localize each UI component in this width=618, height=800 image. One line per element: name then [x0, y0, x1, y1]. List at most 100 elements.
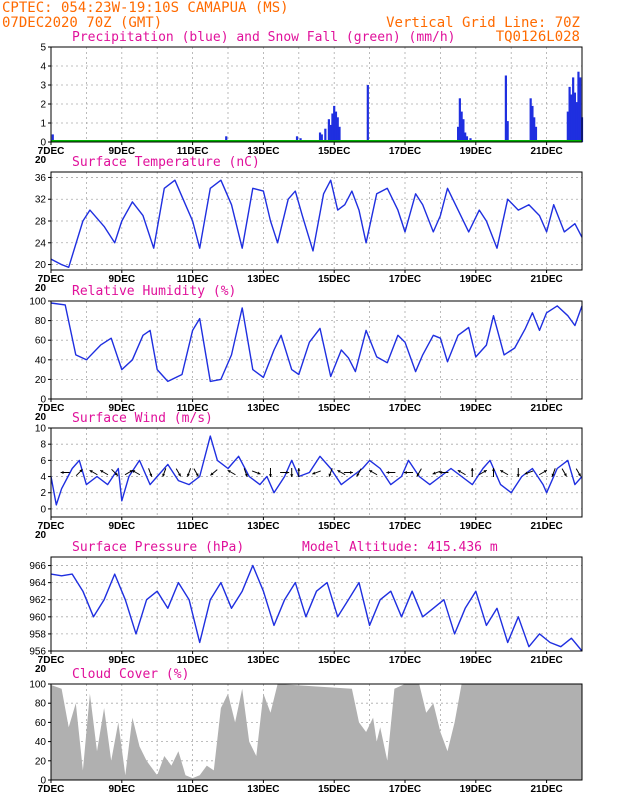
wind-arrow — [478, 469, 488, 476]
wind-arrow-head — [578, 473, 581, 477]
wind-arrow — [551, 468, 556, 477]
wind-arrow-head — [149, 473, 153, 477]
y-tick-label: 4 — [40, 472, 46, 483]
wind-arrow-head — [79, 469, 83, 473]
wind-arrow — [516, 468, 520, 477]
y-tick-label: 60 — [35, 718, 47, 729]
precip-bar — [51, 134, 54, 142]
x-tick-label: 7DEC — [38, 655, 65, 666]
precip-bar — [465, 136, 469, 142]
precip-bar — [457, 126, 460, 142]
panel-annotation: Model Altitude: 415.436 m — [302, 540, 498, 555]
wind-arrow-head — [286, 471, 290, 474]
wind-arrow — [457, 469, 466, 476]
y-tick-label: 0 — [40, 395, 46, 406]
wind-arrow — [328, 468, 333, 477]
x-tick-label: 15DEC — [318, 784, 350, 795]
wind-arrow-head — [162, 473, 166, 477]
panel-0: 0 1 2 3 4 5 7DEC 9DEC 11DEC 13DEC 15DEC 17DEC 19DEC 2… — [35, 30, 584, 166]
y-tick-label: 958 — [29, 629, 46, 640]
wind-arrow — [75, 468, 83, 477]
header-run-date: 07DEC2020 70Z (GMT) — [2, 15, 162, 31]
wind-arrow-head — [195, 473, 199, 477]
precip-bar — [320, 134, 323, 142]
x-tick-label: 7DEC — [38, 146, 65, 157]
precip-bar — [295, 136, 299, 142]
x-tick-label: 15DEC — [318, 521, 350, 532]
wind-arrow — [148, 468, 153, 477]
panel-4: 956 958 960 962 964 966 7DEC 9DEC 11DEC 13DEC 15DE… — [29, 540, 583, 675]
y-tick-label: 100 — [29, 297, 46, 308]
wind-arrow — [356, 468, 362, 477]
x-tick-label: 13DEC — [247, 521, 279, 532]
y-tick-label: 960 — [29, 612, 46, 623]
x-tick-label: 9DEC — [108, 274, 135, 285]
precip-bar — [329, 124, 332, 142]
x-tick-label: 19DEC — [460, 655, 492, 666]
x-tick-label: 17DEC — [389, 521, 421, 532]
x-tick-label: 15DEC — [318, 655, 350, 666]
wind-arrow-head — [297, 468, 301, 471]
precip-bar — [566, 111, 569, 142]
wind-arrow-head — [129, 470, 133, 473]
y-tick-label: 24 — [35, 238, 47, 249]
y-tick-label: 3 — [40, 81, 46, 92]
panel-5: 0 20 40 60 80 100 7DEC 9DEC 11DEC 13DEC 15DEC 17DEC… — [29, 667, 583, 795]
precip-bar — [458, 98, 461, 142]
precip-bar — [533, 117, 536, 142]
y-tick-label: 956 — [29, 647, 46, 658]
wind-arrow — [290, 468, 294, 477]
wind-arrow — [499, 469, 509, 476]
wind-arrow — [524, 470, 534, 475]
precip-bar — [570, 94, 573, 142]
y-tick-label: 20 — [35, 375, 47, 386]
y-tick-label: 40 — [35, 737, 47, 748]
x-tick-label: 13DEC — [247, 403, 279, 414]
wind-arrow — [416, 468, 422, 477]
wind-arrow-head — [290, 474, 294, 477]
wind-arrow — [404, 471, 414, 474]
wind-arrow — [99, 469, 109, 476]
y-tick-label: 962 — [29, 595, 46, 606]
wind-arrow — [297, 468, 301, 477]
x-tick-label: 13DEC — [247, 784, 279, 795]
wind-arrow-head — [386, 471, 390, 474]
wind-arrow-head — [268, 474, 272, 477]
wind-arrow-head — [312, 471, 316, 475]
wind-arrow-head — [369, 470, 373, 473]
y-tick-label: 60 — [35, 336, 47, 347]
x-tick-label: 9DEC — [108, 146, 135, 157]
panel-3: 0 2 4 6 8 10 7DEC 9DEC 11DEC 13DEC 15DEC 17DEC 19DEC… — [35, 411, 583, 541]
panel-title: Surface Wind (m/s) — [72, 411, 213, 426]
wind-arrow — [312, 470, 321, 475]
x-tick-label: 15DEC — [318, 274, 350, 285]
wind-arrow-head — [524, 471, 528, 475]
y-tick-label: 5 — [40, 43, 46, 54]
wind-arrow — [575, 468, 582, 477]
panel-frame — [50, 300, 583, 400]
y-tick-label: 36 — [35, 173, 47, 184]
wind-arrow — [131, 469, 141, 476]
y-tick-label: 80 — [35, 316, 47, 327]
precip-bar — [531, 105, 534, 142]
precip-bar — [460, 111, 463, 142]
wind-arrow-head — [457, 470, 461, 473]
panel-title: Relative Humidity (%) — [72, 284, 236, 299]
precip-bar — [324, 128, 327, 142]
wind-arrow — [60, 471, 70, 474]
x-tick-label: 21DEC — [530, 521, 562, 532]
precip-bar — [327, 119, 330, 142]
y-tick-label: 0 — [40, 138, 46, 149]
wind-arrow-head — [187, 473, 190, 477]
header-model-code: TQ0126L028 — [496, 29, 580, 45]
x-tick-label: 13DEC — [247, 655, 279, 666]
wind-arrow — [470, 468, 474, 477]
wind-arrow — [538, 469, 548, 476]
precip-bar — [568, 86, 571, 142]
series-line — [50, 302, 583, 383]
wind-arrow-head — [483, 470, 487, 473]
precip-bar — [333, 105, 336, 142]
wind-arrow — [439, 471, 449, 474]
precip-bar — [504, 75, 507, 142]
